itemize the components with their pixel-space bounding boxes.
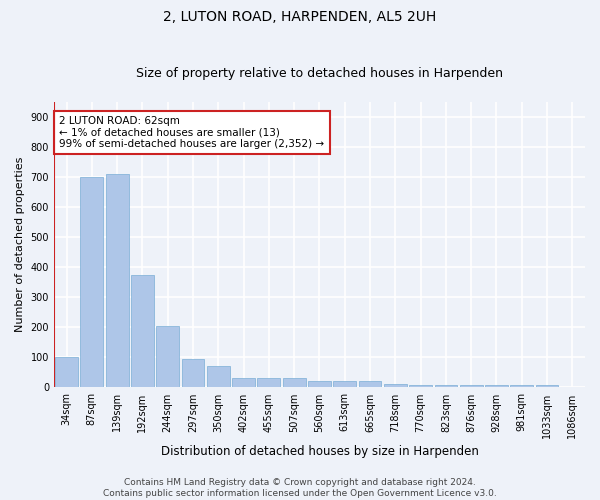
Bar xyxy=(334,381,356,388)
Bar xyxy=(55,358,78,388)
Bar xyxy=(384,384,407,388)
Text: Contains HM Land Registry data © Crown copyright and database right 2024.
Contai: Contains HM Land Registry data © Crown c… xyxy=(103,478,497,498)
Bar xyxy=(80,176,103,388)
Bar xyxy=(485,385,508,388)
Bar xyxy=(157,326,179,388)
Bar xyxy=(308,382,331,388)
X-axis label: Distribution of detached houses by size in Harpenden: Distribution of detached houses by size … xyxy=(161,444,478,458)
Bar xyxy=(409,385,432,388)
Bar xyxy=(182,359,205,388)
Bar xyxy=(232,378,255,388)
Bar xyxy=(460,385,482,388)
Text: 2, LUTON ROAD, HARPENDEN, AL5 2UH: 2, LUTON ROAD, HARPENDEN, AL5 2UH xyxy=(163,10,437,24)
Bar xyxy=(536,385,559,388)
Bar xyxy=(106,174,128,388)
Bar xyxy=(511,385,533,388)
Bar xyxy=(434,385,457,388)
Y-axis label: Number of detached properties: Number of detached properties xyxy=(15,157,25,332)
Bar xyxy=(131,274,154,388)
Bar xyxy=(359,381,382,388)
Text: 2 LUTON ROAD: 62sqm
← 1% of detached houses are smaller (13)
99% of semi-detache: 2 LUTON ROAD: 62sqm ← 1% of detached hou… xyxy=(59,116,325,149)
Title: Size of property relative to detached houses in Harpenden: Size of property relative to detached ho… xyxy=(136,66,503,80)
Bar xyxy=(283,378,305,388)
Bar xyxy=(257,378,280,388)
Bar xyxy=(207,366,230,388)
